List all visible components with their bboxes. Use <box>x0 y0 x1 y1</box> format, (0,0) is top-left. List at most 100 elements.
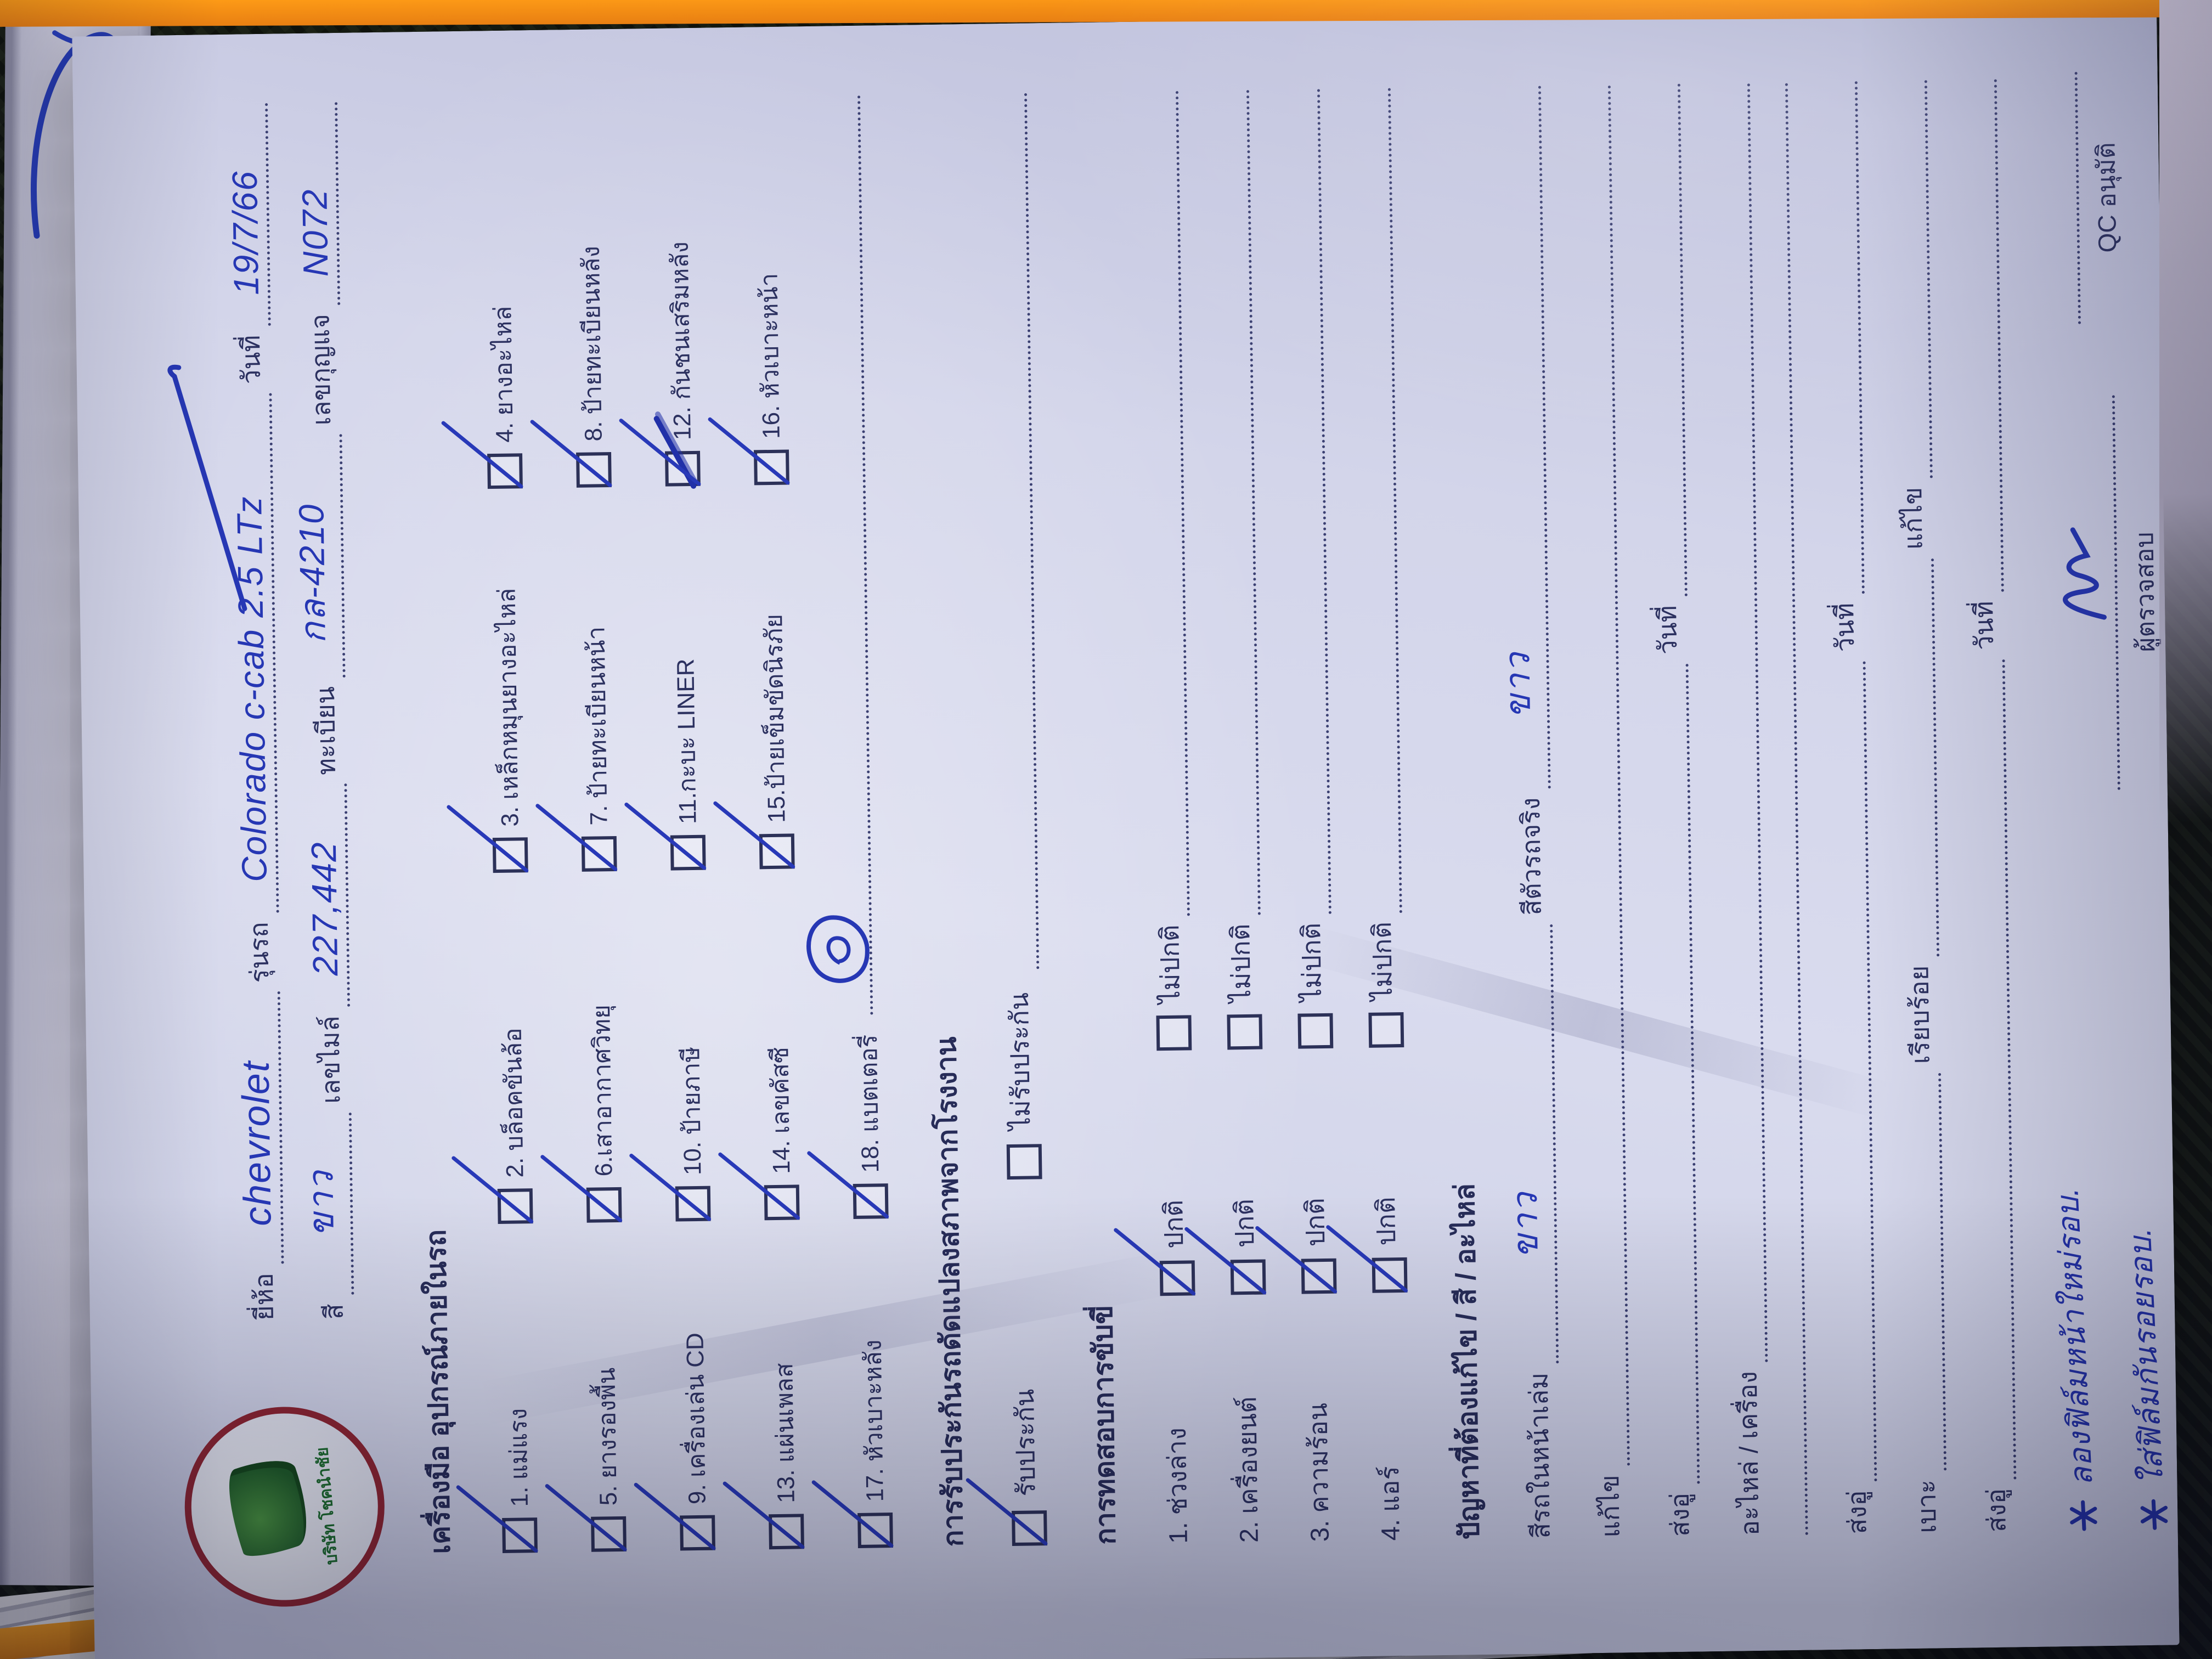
model-field: Colorado c-cab 2.5 LTz <box>167 365 279 913</box>
garage-date-field <box>1848 81 1865 594</box>
leaf-emblem-icon <box>216 1450 319 1564</box>
warranty-section-title: การรับประกันรถดัดแปลงสภาพจากโรงงาน <box>930 1036 969 1547</box>
checkbox-checked-icon <box>753 449 789 486</box>
warranty-options-row: รับประกัน ไม่รับประกัน <box>986 83 1047 1547</box>
equipment-item-7: 7. ป้ายทะเบียนหน้า <box>575 487 619 872</box>
equipment-item-13: 13. แผ่นเพลส <box>763 1220 806 1550</box>
mileage-handwriting: 227,442 <box>303 840 346 977</box>
date-handwriting: 19/7/66 <box>224 170 266 296</box>
garage-date-label: วันที่ <box>1652 605 1683 655</box>
equipment-item-4: 4. ยางอะไหล่ <box>481 91 524 489</box>
continuation-dotted-row <box>1778 73 1808 1535</box>
qc-caption: QC อนุมัติ <box>2091 142 2122 253</box>
ok-checkbox-checked-icon <box>1372 1257 1408 1293</box>
inspector-signature-block: ผู้ตรวจสอบ <box>2063 394 2168 790</box>
checkbox-checked-icon <box>591 1516 627 1552</box>
brand-handwriting: chevrolet <box>234 1060 279 1227</box>
actual-color-label: สีตัวรถจริง <box>1515 797 1547 916</box>
page-curl-right-edge <box>2159 0 2212 823</box>
book-color-field: ขาว <box>1505 924 1559 1364</box>
warranty-yes-checkbox-checked-icon <box>1012 1510 1047 1547</box>
test-row-aircon: 4. แอร์ ปกติ ไม่ปกติ <box>1350 78 1411 1541</box>
stray-pen-line <box>167 365 247 612</box>
checkbox-checked-icon <box>497 1188 533 1224</box>
garage-field <box>1995 658 2017 1480</box>
equipment-item-11: 11.กะบะ LINER <box>664 486 708 871</box>
bottom-block: ลองฟิล์มหน้าใหม่รอบ. ใส่ฟิล์มกันรอยรอบ. … <box>2013 65 2180 1532</box>
ok-checkbox-checked-icon <box>1301 1258 1337 1294</box>
header-line-brand: ยี่ห้อ chevrolet รุ่นรถ Colorado c-cab 2… <box>167 94 285 1321</box>
plate-handwriting: กล-4210 <box>291 503 333 644</box>
equipment-section-title: เครื่องมือ อุปกรณ์ภายในรถ <box>420 1229 456 1554</box>
continuation-field <box>1778 82 1808 1535</box>
circled-scribble-annotation <box>806 915 870 983</box>
equipment-item-1: 1. แม่แรง <box>496 1223 539 1553</box>
fix-row: แก้ไข <box>1570 76 1631 1538</box>
qc-signature-line <box>2068 71 2081 324</box>
qc-signature-block: QC อนุมัติ <box>2068 71 2129 324</box>
not-ok-label: ไม่ปกติ <box>1155 924 1186 1004</box>
equipment-item-10: 10. ป้ายภาษี <box>669 870 713 1222</box>
checkbox-checked-icon <box>586 1187 622 1223</box>
equipment-item-2: 2. บล็อคขันล้อ <box>492 872 535 1224</box>
model-label: รุ่นรถ <box>244 922 274 983</box>
not-ok-field <box>1381 87 1402 913</box>
fix-label: แก้ไข <box>1595 1474 1625 1538</box>
equipment-item-12: 12. กันชนเสริมหลัง <box>658 88 702 487</box>
actual-color-handwriting: ขาว <box>1497 651 1538 719</box>
color-label: สี <box>319 1304 349 1320</box>
checkbox-checked-icon <box>759 833 795 870</box>
garage-row-2: ส่งอู่ วันที่ <box>1816 72 1878 1534</box>
not-ok-field <box>1239 89 1261 915</box>
ok-label: ปกติ <box>1300 1198 1330 1247</box>
equipment-item-18: 18. แบตเตอรี่ <box>806 86 890 1219</box>
ok-checkbox-checked-icon <box>1230 1259 1266 1295</box>
seat-fix-label: แก้ไข <box>1898 487 1928 550</box>
not-ok-checkbox-icon <box>1156 1015 1192 1051</box>
checkbox-checked-icon <box>675 1186 711 1222</box>
color-handwriting: ขาว <box>301 1170 341 1237</box>
garage-date-field <box>1987 78 2004 592</box>
seat-fix-field <box>1917 80 1933 478</box>
test-row-suspension: 1. ช่วงล่าง ปกติ ไม่ปกติ <box>1137 82 1199 1544</box>
ok-label: ปกติ <box>1229 1198 1260 1248</box>
not-ok-checkbox-icon <box>1368 1012 1404 1048</box>
header-line-color: สี ขาว เลขไมล์ 227,442 ทะเบียน กล-4210 เ… <box>291 93 354 1320</box>
color-field: ขาว <box>301 1112 354 1295</box>
brand-label: ยี่ห้อ <box>249 1272 279 1321</box>
done-label: เรียบร้อย <box>1904 965 1935 1064</box>
seat-label: เบาะ <box>1911 1479 1942 1534</box>
fix-field <box>1601 84 1630 1466</box>
equipment-item-14: 14. เลขคัสซี <box>758 868 802 1221</box>
checkbox-checked-icon <box>769 1514 804 1550</box>
checkbox-checked-icon <box>670 834 706 871</box>
mileage-field: 227,442 <box>304 783 351 1007</box>
mileage-label: เลขไมล์ <box>315 1015 346 1104</box>
garage-date-label: วันที่ <box>1830 602 1860 652</box>
checkbox-checked-icon <box>857 1513 893 1548</box>
equipment-item-8: 8. ป้ายทะเบียนหลัง <box>569 89 613 488</box>
checkbox-checked-icon <box>492 837 528 873</box>
warranty-yes-label: รับประกัน <box>1009 1389 1041 1497</box>
not-ok-field <box>1169 90 1190 916</box>
book-color-handwriting: ขาว <box>1505 1191 1545 1259</box>
warranty-no-field <box>1017 92 1040 969</box>
seat-field <box>1932 1073 1947 1471</box>
warranty-no-checkbox-icon <box>1006 1144 1042 1180</box>
checkbox-scribbled-icon <box>665 450 701 487</box>
handwritten-note-2: ใส่ฟิล์มกันรอยรอบ. <box>2115 1226 2179 1531</box>
equipment-item-3: 3. เหล็กหมุนยางอะไหล่ <box>486 488 530 873</box>
equipment-item-5: 5. ยางรองพื้น <box>585 1222 628 1552</box>
ok-label: ปกติ <box>1371 1197 1401 1246</box>
garage-date-field <box>1671 83 1688 597</box>
checkbox-checked-icon <box>853 1183 889 1219</box>
not-ok-label: ไม่ปกติ <box>1226 923 1256 1003</box>
spacer <box>1042 1193 1045 1374</box>
asterisk-mark-icon <box>2137 1498 2170 1531</box>
seat-row: เบาะ เรียบร้อย แก้ไข <box>1886 71 1948 1533</box>
checkbox-checked-icon <box>581 836 617 872</box>
checkbox-checked-icon <box>680 1515 715 1551</box>
garage-label: ส่งอู่ <box>1664 1492 1695 1537</box>
not-ok-checkbox-icon <box>1297 1013 1334 1049</box>
driving-test-section-title: การทดสอบการขับขี่ <box>1086 1305 1121 1545</box>
